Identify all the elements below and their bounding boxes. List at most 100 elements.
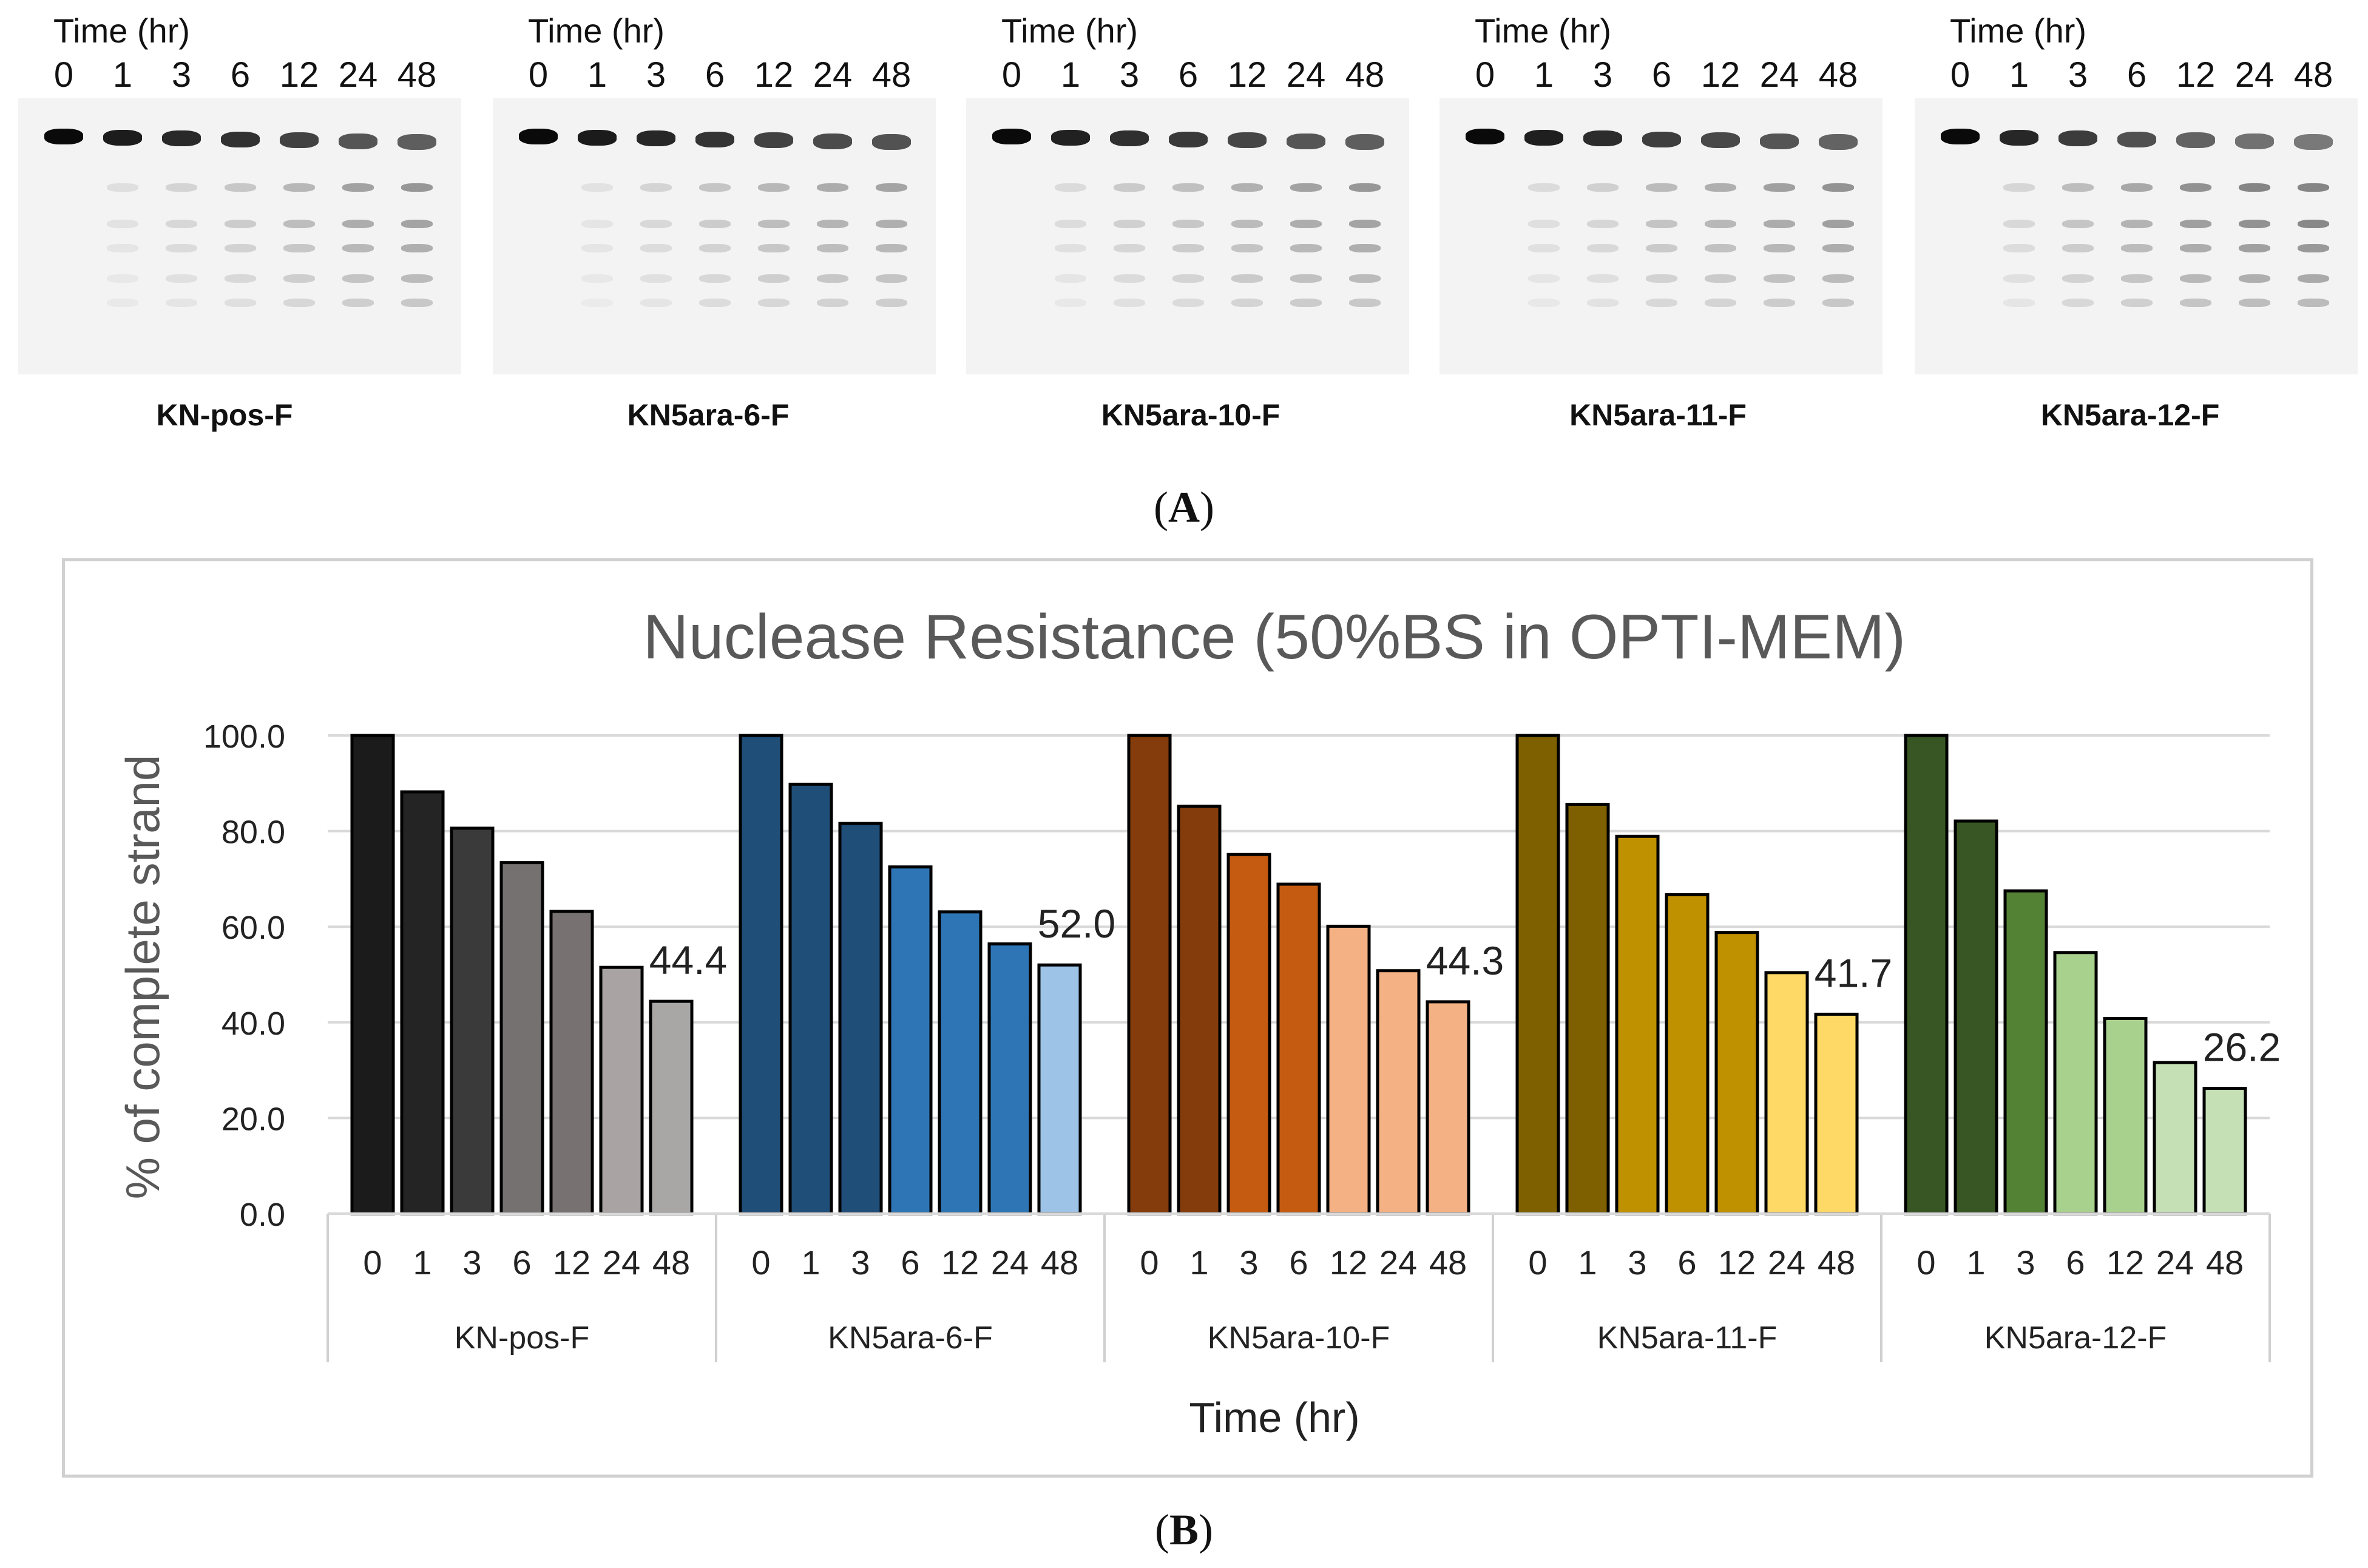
gel-degradation-band (401, 220, 433, 228)
gel-degradation-band (225, 244, 256, 252)
gel-degradation-band (225, 299, 256, 307)
gel-band (1701, 132, 1740, 148)
gel-name: KN5ara-10-F (1101, 398, 1280, 432)
gel-degradation-band (1822, 220, 1854, 228)
bar (987, 942, 1032, 1215)
gel-band (2294, 134, 2333, 150)
gel-degradation-band (2062, 183, 2094, 192)
gel-degradation-band (2180, 244, 2211, 252)
data-label: 44.4 (649, 938, 727, 982)
gel-degradation-band (1172, 299, 1204, 307)
gel-degradation-band (1055, 274, 1086, 283)
x-tick-label: 6 (512, 1243, 531, 1282)
gel-image (1439, 98, 1883, 374)
gel-band (519, 129, 558, 144)
gel-degradation-band (342, 220, 374, 228)
gel-band (2058, 130, 2097, 146)
x-tick-label: 12 (553, 1243, 590, 1282)
bar (1276, 882, 1321, 1215)
bar (499, 861, 544, 1215)
y-tick-label: 60.0 (222, 910, 285, 946)
gel-degradation-band (1055, 299, 1086, 307)
bar (1177, 805, 1222, 1215)
bar (549, 910, 594, 1215)
gel-degradation-band (1231, 220, 1263, 228)
caption-close: ) (1200, 483, 1214, 532)
gel-degradation-band (1114, 220, 1145, 228)
gel-degradation-band (2003, 299, 2035, 307)
gel-degradation-band (758, 183, 790, 192)
time-label: Time (hr) (1475, 12, 1612, 50)
gel-degradation-band (699, 299, 731, 307)
panel-a-caption: (A) (0, 482, 2368, 533)
gel-degradation-band (2062, 244, 2094, 252)
gel-degradation-band (1764, 299, 1795, 307)
gel-degradation-band (2121, 274, 2153, 283)
bar (2153, 1061, 2197, 1215)
gel-degradation-band (283, 183, 315, 192)
gel-degradation-band (758, 244, 790, 252)
gel-band (637, 130, 675, 146)
gel-degradation-band (2121, 299, 2153, 307)
gel-degradation-band (2003, 274, 2035, 283)
gel-degradation-band (2121, 244, 2153, 252)
gel-image (493, 98, 936, 374)
gel-name: KN-pos-F (156, 398, 293, 432)
bar (649, 999, 694, 1215)
gel-degradation-band (581, 244, 613, 252)
x-tick-label: 0 (1916, 1243, 1935, 1282)
gel-band (1760, 133, 1799, 149)
gel-degradation-band (2062, 274, 2094, 283)
gel-band (1524, 129, 1563, 146)
x-tick-label: 1 (413, 1243, 431, 1282)
lane-label: 48 (1818, 55, 1858, 95)
x-tick-label: 48 (1429, 1243, 1467, 1282)
gel-degradation-band (107, 299, 138, 307)
gel-name: KN5ara-11-F (1569, 398, 1747, 432)
gel-degradation-band (2239, 244, 2270, 252)
lane-label: 0 (1475, 55, 1495, 95)
lane-label: 1 (1060, 55, 1081, 95)
gel-degradation-band (758, 299, 790, 307)
gel-degradation-band (1705, 183, 1736, 192)
gel-band (872, 134, 911, 150)
gel-band (280, 132, 319, 148)
x-tick-label: 3 (462, 1243, 481, 1282)
lane-label: 6 (230, 55, 251, 95)
gel-band (578, 129, 617, 146)
gel-degradation-band (2180, 299, 2211, 307)
gel-image (966, 98, 1409, 374)
gel-degradation-band (283, 274, 315, 283)
gel-degradation-band (166, 183, 197, 192)
bar (2003, 889, 2048, 1215)
bar (788, 782, 833, 1215)
gel-degradation-band (1587, 299, 1619, 307)
bar (1565, 802, 1610, 1215)
lane-label: 24 (1759, 55, 1799, 95)
y-tick-label: 20.0 (222, 1101, 285, 1137)
bar (1665, 893, 1710, 1215)
gel-band (44, 129, 83, 144)
gel-degradation-band (283, 220, 315, 228)
gel-degradation-band (1646, 183, 1677, 192)
lane-label: 1 (2009, 55, 2029, 95)
x-tick-label: 0 (1140, 1243, 1159, 1282)
gel-degradation-band (2062, 299, 2094, 307)
bar (1037, 963, 1082, 1215)
gel-degradation-band (640, 244, 672, 252)
gel-degradation-band (1290, 220, 1322, 228)
gel-degradation-band (107, 220, 138, 228)
x-tick-label: 12 (941, 1243, 979, 1282)
caption-letter: A (1168, 483, 1200, 532)
bar (2202, 1087, 2247, 1215)
x-tick-label: 24 (603, 1243, 640, 1282)
lane-label: 1 (1534, 55, 1554, 95)
gel-degradation-band (2239, 274, 2270, 283)
gel-band (1466, 129, 1504, 144)
gel-degradation-band (342, 274, 374, 283)
gel-degradation-band (2121, 220, 2153, 228)
x-tick-label: 3 (2016, 1243, 2035, 1282)
x-tick-label: 48 (652, 1243, 690, 1282)
data-label: 44.3 (1426, 938, 1504, 983)
gel-degradation-band (1349, 220, 1381, 228)
